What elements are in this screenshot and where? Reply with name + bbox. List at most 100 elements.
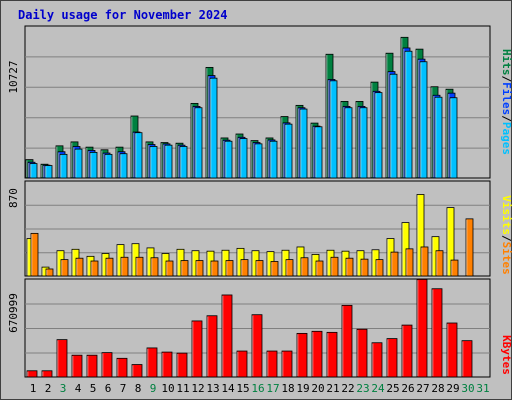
x-tick-label-day-20: 20 bbox=[311, 382, 324, 395]
bar-kbytes-day-13 bbox=[206, 315, 218, 378]
bar-pages-day-7 bbox=[119, 153, 128, 179]
bar-kbytes-day-12 bbox=[191, 320, 203, 378]
bar-kbytes-day-3-body bbox=[56, 339, 68, 378]
bar-kbytes-day-17 bbox=[266, 350, 278, 378]
bar-sites-day-26-body bbox=[405, 248, 414, 277]
bar-sites-day-22 bbox=[345, 257, 354, 277]
bar-kbytes-day-11 bbox=[176, 352, 188, 378]
bar-kbytes-day-26-body bbox=[401, 324, 413, 378]
x-tick-label-day-8: 8 bbox=[135, 382, 142, 395]
x-tick-label-day-27: 27 bbox=[416, 382, 429, 395]
bar-sites-day-25-body bbox=[390, 251, 399, 277]
x-tick-label-day-7: 7 bbox=[120, 382, 127, 395]
bar-pages-day-20 bbox=[314, 126, 323, 179]
bar-kbytes-day-8-body bbox=[131, 364, 143, 378]
bar-sites-day-9-body bbox=[150, 257, 159, 277]
bar-kbytes-day-25 bbox=[386, 338, 398, 378]
bar-sites-day-3-body bbox=[60, 259, 69, 277]
bar-visits-day-29 bbox=[446, 207, 455, 277]
bar-kbytes-day-20 bbox=[311, 330, 323, 378]
bar-sites-day-28 bbox=[435, 250, 444, 277]
bar-sites-day-26 bbox=[405, 248, 414, 277]
bar-pages-day-27 bbox=[419, 61, 428, 179]
bar-sites-day-23-body bbox=[360, 258, 369, 277]
bar-kbytes-day-30-body bbox=[461, 340, 473, 378]
bar-kbytes-day-27-body bbox=[416, 278, 428, 378]
bar-kbytes-day-16-body bbox=[251, 314, 263, 378]
x-tick-label-day-24: 24 bbox=[371, 382, 385, 395]
bar-pages-day-1-body bbox=[29, 163, 38, 179]
bar-sites-day-7-body bbox=[120, 256, 129, 277]
bar-sites-day-1-body bbox=[30, 232, 39, 277]
bar-sites-day-5 bbox=[90, 260, 99, 277]
x-tick-label-day-25: 25 bbox=[386, 382, 399, 395]
bar-kbytes-day-21-body bbox=[326, 331, 338, 378]
bar-kbytes-day-7 bbox=[116, 357, 128, 378]
bar-pages-day-12 bbox=[194, 107, 203, 179]
bar-sites-day-16 bbox=[255, 260, 264, 277]
x-tick-label-day-16: 16 bbox=[251, 382, 264, 395]
x-tick-label-day-4: 4 bbox=[75, 382, 82, 395]
bar-pages-day-6 bbox=[104, 153, 113, 179]
bar-pages-day-21-body bbox=[329, 80, 338, 179]
bar-sites-day-14-body bbox=[225, 260, 234, 277]
hits-right-label-part: Files bbox=[500, 82, 512, 115]
bar-sites-day-24-body bbox=[375, 259, 384, 277]
bar-sites-day-27 bbox=[420, 246, 429, 277]
hits-right-label-part: Hits bbox=[500, 49, 512, 76]
bar-kbytes-day-28-body bbox=[431, 288, 443, 378]
bar-sites-day-29-body bbox=[450, 259, 459, 277]
bar-sites-day-8 bbox=[135, 256, 144, 277]
x-tick-label-day-9: 9 bbox=[150, 382, 157, 395]
visits-right-label-part: Sites bbox=[500, 242, 512, 275]
bar-pages-day-13-body bbox=[209, 77, 218, 179]
bar-sites-day-12-body bbox=[195, 260, 204, 277]
bar-kbytes-day-9 bbox=[146, 347, 158, 378]
bar-pages-day-15-body bbox=[239, 138, 248, 179]
bar-kbytes-day-6 bbox=[101, 352, 113, 378]
x-tick-label-day-23: 23 bbox=[356, 382, 369, 395]
bar-sites-day-18-body bbox=[285, 259, 294, 277]
bar-kbytes-day-19-body bbox=[296, 332, 308, 378]
visits-right-label-part: Visits bbox=[500, 195, 512, 235]
bar-pages-day-22-body bbox=[344, 107, 353, 179]
x-tick-label-day-18: 18 bbox=[281, 382, 294, 395]
bar-pages-day-5-body bbox=[89, 151, 98, 179]
bar-pages-day-3 bbox=[59, 153, 68, 179]
x-tick-label-day-21: 21 bbox=[326, 382, 339, 395]
bar-sites-day-25 bbox=[390, 251, 399, 277]
bar-kbytes-day-5 bbox=[86, 354, 98, 378]
bar-pages-day-28 bbox=[434, 96, 443, 179]
bar-pages-day-9 bbox=[149, 146, 158, 179]
bar-sites-day-8-body bbox=[135, 256, 144, 277]
bar-kbytes-day-8 bbox=[131, 364, 143, 378]
bar-kbytes-day-22-body bbox=[341, 304, 353, 378]
bar-kbytes-day-25-body bbox=[386, 338, 398, 378]
x-tick-label-day-13: 13 bbox=[206, 382, 219, 395]
bar-kbytes-day-27 bbox=[416, 278, 428, 378]
bar-sites-day-18 bbox=[285, 259, 294, 277]
bar-sites-day-5-body bbox=[90, 260, 99, 277]
bar-sites-day-28-body bbox=[435, 250, 444, 277]
bar-kbytes-day-13-body bbox=[206, 315, 218, 378]
bar-kbytes-day-6-body bbox=[101, 352, 113, 378]
bar-pages-day-29 bbox=[449, 97, 458, 179]
bar-kbytes-day-1 bbox=[26, 370, 38, 378]
bar-sites-day-20-body bbox=[315, 260, 324, 277]
chart-title: Daily usage for November 2024 bbox=[18, 8, 228, 22]
x-tick-label-day-2: 2 bbox=[45, 382, 52, 395]
x-tick-label-day-22: 22 bbox=[341, 382, 354, 395]
bar-pages-day-13 bbox=[209, 77, 218, 179]
bar-kbytes-day-24 bbox=[371, 342, 383, 378]
bar-pages-day-10-body bbox=[164, 144, 173, 179]
bar-sites-day-4 bbox=[75, 257, 84, 277]
bar-sites-day-9 bbox=[150, 257, 159, 277]
bar-sites-day-21 bbox=[330, 256, 339, 277]
bar-sites-day-1 bbox=[30, 232, 39, 277]
bar-pages-day-15 bbox=[239, 138, 248, 179]
x-tick-label-day-12: 12 bbox=[191, 382, 204, 395]
bar-pages-day-1 bbox=[29, 163, 38, 179]
bar-kbytes-day-23-body bbox=[356, 328, 368, 378]
bar-kbytes-day-26 bbox=[401, 324, 413, 378]
